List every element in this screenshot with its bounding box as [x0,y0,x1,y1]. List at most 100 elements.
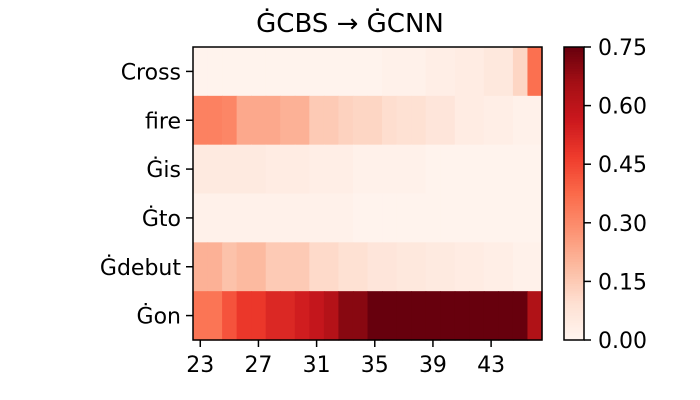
colorbar-segment [564,100,584,104]
colorbar-segment [564,305,584,309]
colorbar-segment [564,171,584,175]
colorbar-segment [564,249,584,253]
heatmap-cell [265,291,281,341]
colorbar-segment [564,166,584,170]
colorbar-segment [564,98,584,102]
colorbar-segment [564,54,584,58]
colorbar-tick-label: 0.15 [598,270,647,295]
heatmap-cell [352,144,369,195]
colorbar-segment [564,198,584,202]
colorbar-segment [564,213,584,217]
heatmap-cell [352,47,369,97]
heatmap-cell [367,47,383,97]
heatmap-cell [454,47,470,97]
colorbar-segment [564,147,584,151]
heatmap-cell [440,242,456,292]
x-tick-label: 39 [419,353,447,378]
heatmap-cell [469,291,485,341]
colorbar-segment [564,330,584,334]
heatmap-cell [193,242,209,292]
heatmap-cell [236,144,252,195]
heatmap-cell [207,242,223,292]
heatmap-cell [323,242,340,292]
heatmap-cell [396,47,412,97]
heatmap-cell [512,95,529,146]
row-label: Ġto [142,206,181,232]
heatmap-cell [527,193,543,243]
colorbar-segment [564,122,584,126]
colorbar-segment [564,183,584,187]
heatmap-cell [338,95,354,146]
colorbar-segment [564,252,584,256]
colorbar-segment [564,283,584,287]
heatmap-cell [527,47,543,97]
heatmap-cell [265,47,281,97]
heatmap-cell [469,144,485,195]
colorbar-segment [564,88,584,92]
heatmap-cell [309,291,325,341]
heatmap-cell [294,291,310,341]
colorbar-segment [564,161,584,165]
heatmap-cell [207,193,223,243]
colorbar-segment [564,149,584,153]
heatmap-cell [483,144,499,195]
heatmap-cell [207,144,223,195]
heatmap-cell [193,193,209,243]
heatmap-cell [396,95,412,146]
colorbar-segment [564,256,584,261]
x-tick-label: 35 [361,353,389,378]
colorbar-segment [564,90,584,94]
heatmap-cell [498,95,514,146]
colorbar-segment [564,159,584,163]
heatmap-cell [294,193,310,243]
heatmap-cell [323,47,340,97]
heatmap-cell [527,144,543,195]
heatmap-cell [280,193,296,243]
colorbar-segment [564,291,584,295]
heatmap-cells [192,46,543,341]
heatmap-cell [193,47,209,97]
colorbar-segment [564,181,584,185]
heatmap-cell [352,242,369,292]
colorbar-segment [564,269,584,273]
colorbar-segment [564,64,584,68]
colorbar-segment [564,244,584,248]
heatmap-cell [251,47,267,97]
heatmap-cell [425,95,441,146]
heatmap-cell [265,193,281,243]
heatmap-cell [440,95,456,146]
heatmap-cell [207,47,223,97]
colorbar-segment [564,186,584,190]
heatmap-cell [251,193,267,243]
colorbar-segment [564,325,584,329]
colorbar-segment [564,237,584,241]
colorbar-segment [564,318,584,322]
colorbar-segment [564,278,584,282]
row-labels: Cross fire Ġis Ġto Ġdebut Ġon [100,60,193,330]
heatmap-cell [454,193,470,243]
colorbar-segment [564,110,584,114]
heatmap-cell [222,291,238,341]
heatmap-cell [367,193,383,243]
colorbar-segment [564,127,584,131]
heatmap-cell [222,47,238,97]
heatmap-cell [440,47,456,97]
heatmap-cell [323,144,340,195]
heatmap-cell [367,144,383,195]
colorbar-segment [564,332,584,336]
colorbar-segment [564,227,584,231]
colorbar-segment [564,286,584,290]
heatmap-cell [440,144,456,195]
heatmap-cell [527,242,543,292]
colorbar-tick-label: 0.30 [598,212,647,237]
heatmap-cell [454,291,470,341]
heatmap-cell [411,242,427,292]
colorbar: 0.00 0.15 0.30 0.45 0.60 0.75 [563,36,647,354]
colorbar-segment [564,296,584,300]
colorbar-segment [564,281,584,285]
colorbar-segment [564,51,584,55]
colorbar-segment [564,232,584,236]
heatmap-cell [512,144,529,195]
colorbar-segment [564,120,584,124]
